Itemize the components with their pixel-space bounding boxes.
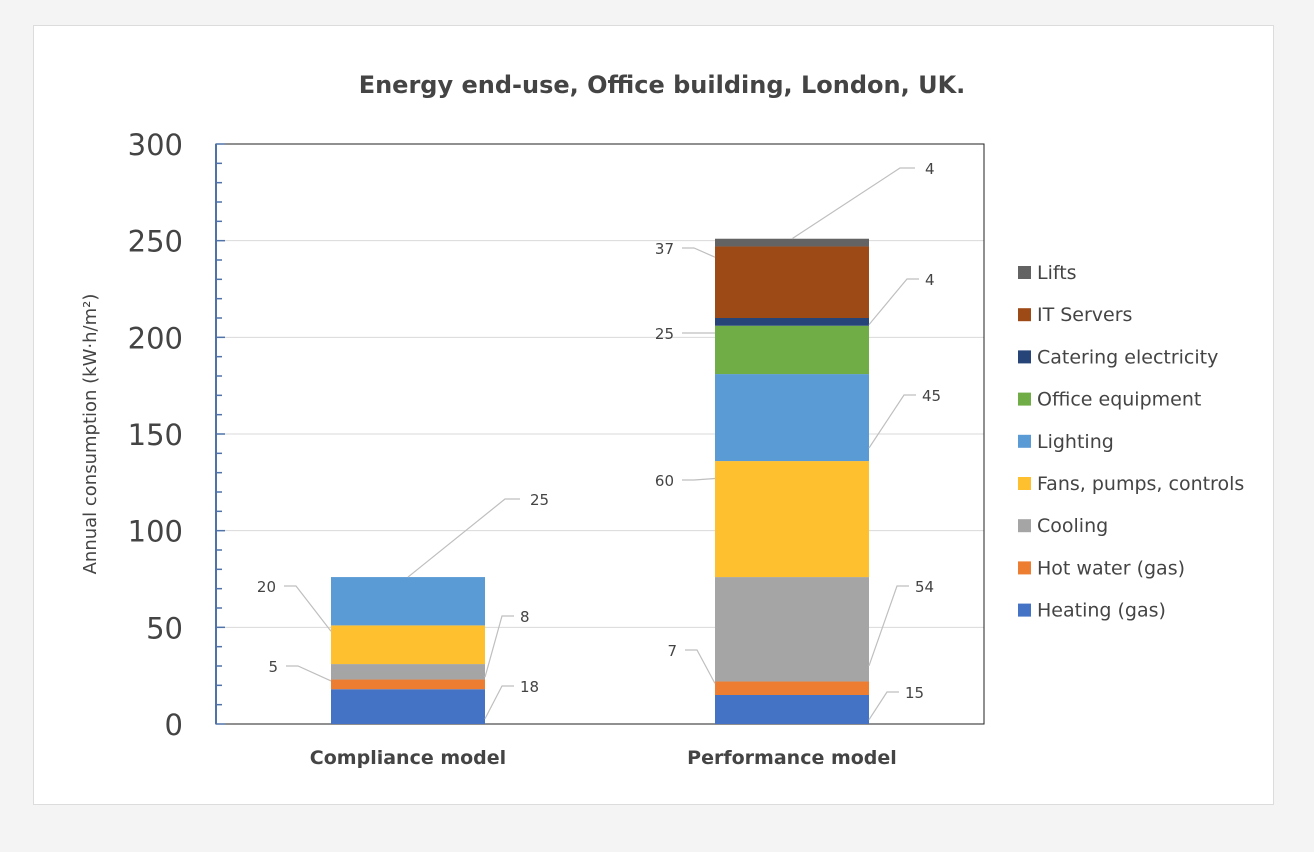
bar-segment <box>331 577 485 626</box>
bar-segment <box>715 695 869 724</box>
y-tick-label: 0 <box>165 708 183 742</box>
leader-line <box>868 585 909 667</box>
leader-line <box>685 649 716 684</box>
y-tick-label: 250 <box>128 225 183 259</box>
data-label: 5 <box>268 658 278 676</box>
legend-label: Catering electricity <box>1037 346 1218 368</box>
legend-swatch <box>1018 434 1031 448</box>
legend-label: Cooling <box>1037 515 1108 537</box>
y-axis-label: Annual consumption (kW·h/m²) <box>80 294 101 575</box>
data-label: 4 <box>925 160 935 178</box>
y-tick-label: 150 <box>128 418 183 452</box>
data-label: 4 <box>925 271 935 289</box>
data-label: 45 <box>922 387 941 405</box>
bar-segment <box>715 325 869 375</box>
leader-line <box>286 665 332 682</box>
x-tick-label: Compliance model <box>310 747 506 769</box>
bar-segment <box>331 664 485 680</box>
bar-segment <box>715 238 869 247</box>
data-label: 37 <box>655 240 674 258</box>
legend-swatch <box>1018 266 1031 279</box>
y-tick-label: 300 <box>128 128 183 162</box>
data-label: 60 <box>655 472 674 490</box>
bar-segment <box>331 625 485 665</box>
y-tick-label: 200 <box>128 321 183 355</box>
legend-label: Hot water (gas) <box>1037 557 1185 579</box>
y-tick-label: 100 <box>128 515 183 549</box>
legend-swatch <box>1018 308 1031 322</box>
legend-label: Lighting <box>1037 431 1114 453</box>
x-tick-label: Performance model <box>687 747 897 769</box>
bar-segment <box>331 679 485 690</box>
chart-title: Energy end-use, Office building, London,… <box>359 71 966 99</box>
legend-swatch <box>1018 477 1031 490</box>
bar-segment <box>715 577 869 682</box>
legend-label: Office equipment <box>1037 389 1201 411</box>
leader-line <box>484 615 514 678</box>
bar-segment <box>715 461 869 578</box>
legend-label: Fans, pumps, controls <box>1037 473 1244 495</box>
leader-line <box>868 394 916 449</box>
legend-swatch <box>1018 603 1031 617</box>
legend-swatch <box>1018 561 1031 575</box>
data-label: 20 <box>257 578 276 596</box>
bar-segment <box>715 681 869 695</box>
leader-line <box>682 247 716 258</box>
data-label: 25 <box>655 325 674 343</box>
legend-label: IT Servers <box>1037 304 1132 326</box>
legend-swatch <box>1018 519 1031 533</box>
y-tick-label: 50 <box>146 611 183 645</box>
leader-line <box>868 691 899 720</box>
leader-line <box>484 685 514 720</box>
data-label: 25 <box>530 491 549 509</box>
bar-segment <box>715 318 869 326</box>
leader-line <box>407 498 520 578</box>
leader-line <box>284 585 332 632</box>
data-label: 8 <box>520 608 530 626</box>
bar-segment <box>715 246 869 318</box>
data-label: 18 <box>520 678 539 696</box>
leader-line <box>682 477 716 481</box>
leader-line <box>868 278 919 325</box>
legend-swatch <box>1018 392 1031 406</box>
data-label: 7 <box>667 642 677 660</box>
legend-swatch <box>1018 350 1031 364</box>
legend-label: Lifts <box>1037 262 1077 284</box>
leader-line <box>791 167 915 240</box>
bar-segment <box>331 689 485 724</box>
legend-label: Heating (gas) <box>1037 600 1166 622</box>
data-label: 54 <box>915 578 934 596</box>
bar-segment <box>715 374 869 462</box>
chart-card <box>33 25 1274 805</box>
data-label: 15 <box>905 684 924 702</box>
